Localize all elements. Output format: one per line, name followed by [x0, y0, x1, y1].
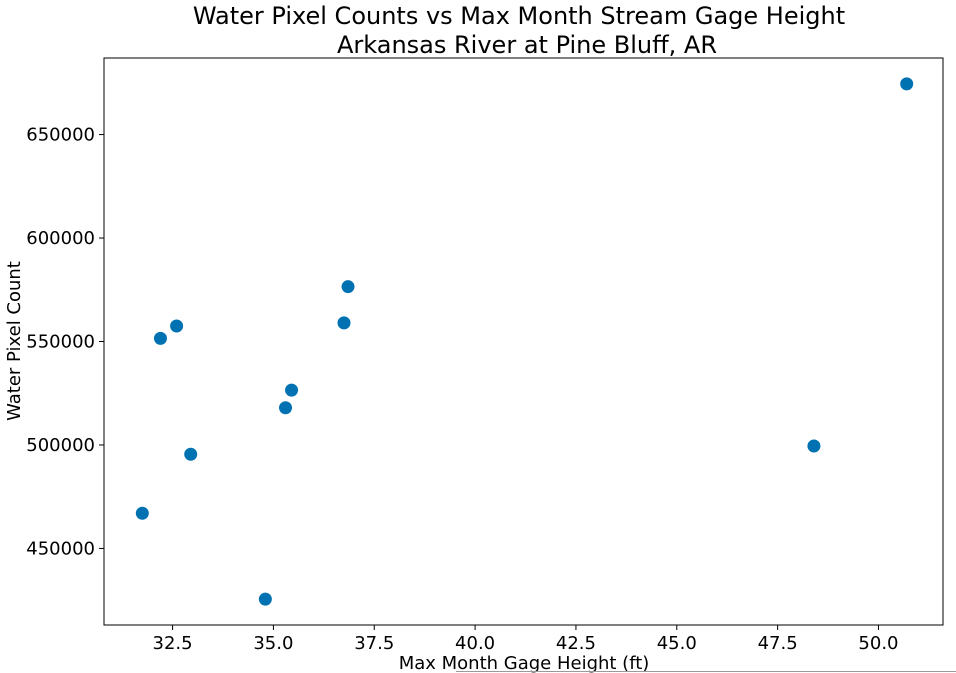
data-point — [170, 319, 184, 333]
bottom-divider — [456, 671, 956, 672]
plot-area — [103, 57, 944, 626]
y-tick-label: 450000 — [26, 538, 95, 559]
x-tick-label: 47.5 — [758, 633, 798, 654]
x-axis-ticks: 32.5 35.0 37.5 40.0 42.5 45.0 47.5 50.0 — [153, 625, 899, 654]
data-point — [258, 592, 272, 606]
data-point — [135, 506, 149, 520]
data-point — [807, 439, 821, 453]
chart-title-line-1: Water Pixel Counts vs Max Month Stream G… — [193, 2, 845, 30]
y-axis-label: Water Pixel Count — [4, 261, 25, 421]
x-tick-label: 35.0 — [253, 633, 293, 654]
data-point — [341, 280, 355, 294]
data-point — [337, 316, 351, 330]
data-point — [184, 447, 198, 461]
x-tick-label: 37.5 — [354, 633, 394, 654]
x-tick-label: 32.5 — [153, 633, 193, 654]
chart-title-line-2: Arkansas River at Pine Bluff, AR — [337, 31, 717, 59]
x-tick-label: 40.0 — [455, 633, 495, 654]
chart-title: Water Pixel Counts vs Max Month Stream G… — [193, 2, 845, 59]
y-tick-label: 600000 — [26, 228, 95, 249]
x-tick-label: 50.0 — [858, 633, 898, 654]
y-axis-ticks: 450000 500000 550000 600000 650000 — [26, 125, 104, 559]
data-point — [900, 77, 914, 91]
x-tick-label: 42.5 — [556, 633, 596, 654]
y-tick-label: 550000 — [26, 332, 95, 353]
y-tick-label: 650000 — [26, 125, 95, 146]
data-points — [135, 77, 914, 606]
x-axis-label: Max Month Gage Height (ft) — [399, 653, 650, 673]
y-tick-label: 500000 — [26, 435, 95, 456]
x-tick-label: 45.0 — [657, 633, 697, 654]
data-point — [279, 401, 293, 415]
data-point — [153, 331, 167, 345]
data-point — [285, 383, 299, 397]
